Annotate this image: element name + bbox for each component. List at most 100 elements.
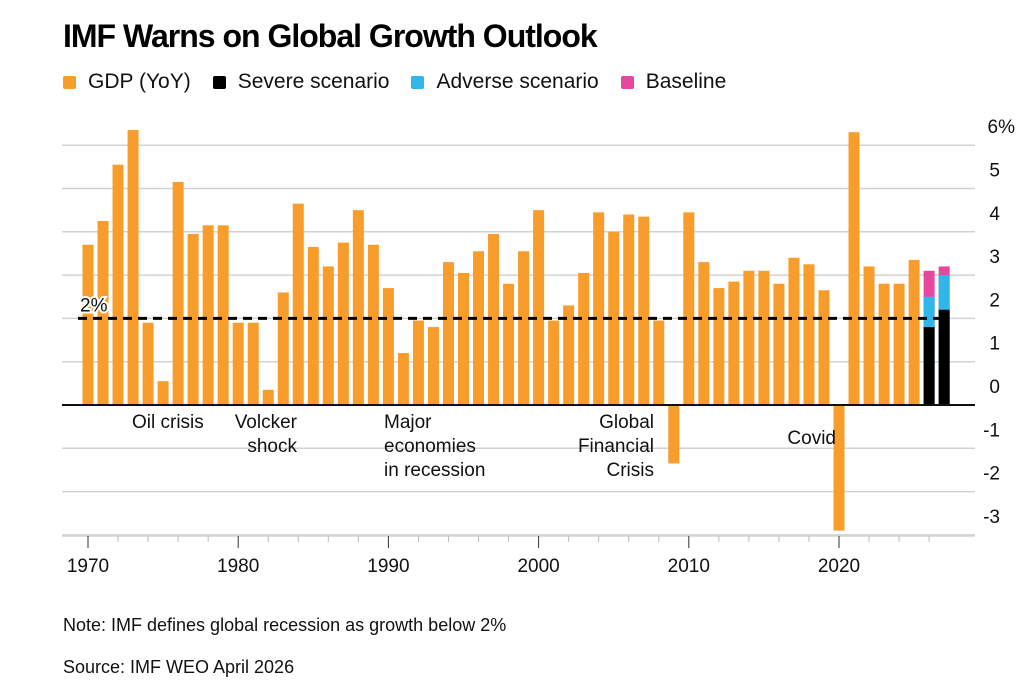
bar-gdp-1974	[142, 322, 154, 405]
bar-gdp-2014	[743, 270, 755, 405]
annotation-1975: Oil crisis	[132, 412, 204, 433]
bar-gdp-1982	[262, 389, 274, 405]
bar-gdp-1993	[427, 327, 439, 405]
annotation-2009: Financial	[578, 436, 654, 457]
bar-gdp-1981	[247, 322, 259, 405]
y-tick-label: -1	[983, 420, 1000, 441]
x-tick-label: 1980	[217, 556, 259, 577]
bar-gdp-1990	[382, 288, 394, 405]
bar-gdp-2012	[713, 288, 725, 405]
legend-label-baseline: Baseline	[645, 70, 727, 93]
bar-gdp-1986	[322, 266, 334, 405]
legend-item-severe: Severe scenario	[212, 70, 390, 94]
bar-gdp-2023	[878, 283, 890, 405]
bar-gdp-1976	[172, 182, 184, 405]
bar-gdp-1983	[277, 292, 289, 405]
bar-gdp-2009	[668, 405, 680, 464]
bar-gdp-2021	[848, 132, 860, 405]
annotation-1982: Volcker	[235, 412, 298, 433]
bar-gdp-1987	[337, 242, 349, 405]
bar-gdp-1994	[442, 262, 454, 405]
chart-note: Note: IMF defines global recession as gr…	[63, 615, 507, 635]
bar-gdp-2019	[818, 290, 830, 405]
bar-gdp-2007	[638, 216, 650, 405]
bar-gdp-1997	[488, 233, 500, 405]
legend-item-baseline: Baseline	[620, 70, 727, 94]
y-tick-label: -2	[983, 464, 1000, 485]
x-tick-label: 1970	[67, 556, 109, 577]
bar-gdp-2010	[683, 212, 695, 405]
chart-source: Source: IMF WEO April 2026	[63, 657, 295, 677]
bar-gdp-1999	[518, 251, 530, 405]
legend-swatch-adverse	[411, 75, 425, 89]
bar-gdp-2011	[698, 262, 710, 405]
bar-gdp-2022	[863, 266, 875, 405]
bar-gdp-1988	[352, 210, 364, 405]
y-tick-label: 4	[989, 204, 1000, 225]
legend-item-adverse: Adverse scenario	[411, 70, 599, 94]
bar-gdp-2006	[623, 214, 635, 405]
bar-gdp-2013	[728, 281, 740, 405]
bar-gdp-2024	[893, 283, 905, 405]
legend-label-gdp: GDP (YoY)	[88, 70, 191, 93]
bars	[82, 130, 950, 531]
annotation-2009: Crisis	[607, 460, 655, 481]
y-tick-label: 2	[989, 290, 1000, 311]
bar-gdp-2018	[803, 264, 815, 405]
legend-label-adverse: Adverse scenario	[436, 70, 599, 93]
x-tick-label: 2010	[668, 556, 710, 577]
bar-gdp-2017	[788, 257, 800, 405]
annotation-2009: Global	[599, 412, 654, 433]
annotations: Oil crisis Volcker shock Major economies in r…	[132, 412, 836, 481]
bar-gdp-2025	[908, 259, 920, 405]
bar-gdp-2000	[533, 210, 545, 405]
reference-line-label: 2%	[80, 295, 108, 316]
x-tick-label: 2000	[517, 556, 559, 577]
legend-label-severe: Severe scenario	[237, 70, 390, 93]
bar-severe-scenario-2027	[938, 309, 950, 405]
bar-gdp-2005	[608, 231, 620, 405]
bar-gdp-2001	[548, 320, 560, 405]
x-tick-label: 2020	[818, 556, 860, 577]
bar-gdp-1995	[458, 272, 469, 405]
bar-gdp-1992	[412, 320, 424, 405]
legend-swatch-gdp	[63, 75, 76, 89]
bar-gdp-1979	[217, 225, 229, 405]
axes: 6% 5 4 3 2 1 0 -1 -2 -3 1970 1980 1990 2000 2010 2020	[62, 117, 1015, 577]
bar-gdp-2004	[593, 212, 605, 405]
y-tick-label: 3	[989, 247, 1000, 268]
annotation-1991: Major	[384, 412, 432, 433]
y-tick-label: 6%	[988, 117, 1016, 138]
legend: GDP (YoY) Severe scenario Adverse scenar…	[63, 70, 748, 94]
chart-title: IMF Warns on Global Growth Outlook	[63, 18, 598, 54]
annotation-1991: economies	[384, 436, 476, 457]
y-tick-label: 1	[989, 334, 1000, 355]
bar-gdp-1980	[232, 322, 244, 405]
bar-gdp-1996	[473, 251, 485, 405]
bar-gdp-1998	[503, 283, 515, 405]
bar-severe-scenario-2026	[923, 327, 935, 405]
bar-gdp-1984	[292, 203, 304, 405]
bar-gdp-2003	[578, 272, 590, 405]
bar-gdp-2016	[773, 283, 785, 405]
x-tick-label: 1990	[367, 556, 409, 577]
y-tick-label: 5	[989, 161, 1000, 182]
reference-line-group: 2%	[78, 293, 948, 320]
bar-gdp-1970	[82, 244, 94, 405]
legend-swatch-severe	[212, 75, 226, 89]
bar-gdp-1975	[157, 381, 169, 405]
annotation-2020: Covid	[787, 428, 836, 449]
bar-gdp-1973	[127, 130, 139, 406]
legend-swatch-baseline	[620, 75, 634, 89]
bar-gdp-2015	[758, 270, 770, 405]
bar-gdp-1991	[397, 353, 409, 405]
annotation-1982: shock	[247, 436, 297, 457]
y-tick-label: 0	[989, 377, 1000, 398]
bar-gdp-1985	[307, 246, 319, 405]
bar-gdp-2002	[563, 305, 575, 405]
bar-gdp-1989	[367, 244, 379, 405]
bar-gdp-1978	[202, 225, 214, 405]
bar-gdp-2008	[653, 320, 665, 405]
bar-gdp-1977	[187, 233, 199, 405]
